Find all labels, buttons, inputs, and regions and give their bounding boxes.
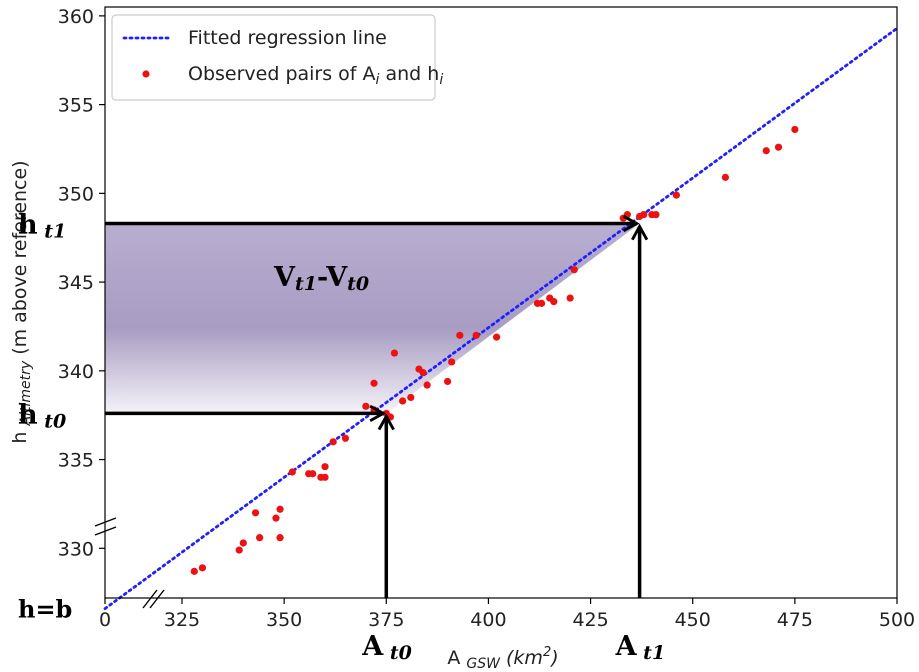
x-break-mark [149,589,165,609]
y-break-mark [94,526,117,536]
y-tick-label: 340 [58,361,94,383]
data-point [472,331,480,339]
data-point [791,125,799,134]
data-point [362,402,370,410]
data-point [256,534,264,542]
legend: Fitted regression line Observed pairs of … [111,14,443,101]
legend-label-observed: Observed pairs of Ai and hi [188,63,443,88]
label-volume: Vt1-Vt0 [273,262,369,295]
data-point [370,379,378,387]
plot-frame [104,6,898,599]
data-point [407,393,415,402]
data-point [276,534,284,542]
data-point [341,434,350,442]
data-point [774,143,783,151]
regression-line-layer [103,26,899,611]
annotation-arrows [105,224,640,598]
x-tick-label: 350 [266,609,302,631]
axis-break-marks [94,517,165,609]
data-point [390,349,399,357]
data-point [419,369,427,377]
y-tick-label: 360 [58,6,94,28]
label-A-t0: A t0 [361,631,412,664]
data-point [288,468,296,476]
label-h-t0: h t0 [18,399,66,432]
x-tick-label: 450 [675,609,711,631]
data-point [566,294,574,302]
y-tick-label: 330 [58,538,94,560]
annotation-labels: h t1 h t0 h=b A t0 A t1 Vt1-Vt0 [18,210,665,664]
volume-area [105,223,640,414]
data-point [721,173,730,181]
data-point [321,473,329,481]
data-point [321,463,329,471]
data-point [762,147,770,155]
legend-label-regression: Fitted regression line [188,27,387,49]
data-point [623,211,631,219]
y-axis-ticks: 330 335 340 345 350 355 360 [58,6,105,560]
y-tick-label: 350 [58,183,94,205]
legend-box [111,14,436,101]
data-point [493,333,501,341]
x-axis-label: A GSW (km2) [447,645,558,672]
data-point [550,298,558,306]
data-point [423,381,431,389]
data-point [537,299,546,307]
label-h-t1: h t1 [18,210,66,243]
data-point [329,438,337,446]
label-A-t1: A t1 [615,631,666,664]
data-point [456,331,464,339]
data-point [251,509,260,517]
y-tick-label: 335 [58,450,94,472]
data-point [309,470,317,478]
data-point [672,191,680,199]
y-axis-label: h Altimetry (m above reference) [9,160,34,443]
data-point [239,539,247,547]
x-tick-label: 475 [777,609,813,631]
x-tick-label: 375 [368,609,404,631]
x-tick-label: 400 [470,609,506,631]
y-break-mark [94,517,117,527]
data-point [443,377,452,386]
data-point [399,397,407,405]
data-point [276,505,284,513]
data-point [198,564,207,572]
x-break-mark [142,589,158,609]
volume-region [105,223,640,414]
data-point [235,546,243,554]
x-tick-label: 325 [164,609,200,631]
data-point [272,514,280,522]
y-tick-label: 355 [58,95,94,117]
data-point [652,211,660,219]
label-h-b: h=b [18,595,72,624]
data-point [190,567,198,575]
data-point [570,266,578,274]
x-tick-label: 500 [879,609,915,631]
x-axis-ticks: 0 325 350 375 400 425 450 475 500 [99,598,915,631]
regression-line [103,26,899,611]
legend-dot-swatch [142,70,150,78]
y-tick-label: 345 [58,272,94,294]
x-tick-label: 425 [572,609,608,631]
data-point [640,211,648,219]
x-tick-label: 0 [99,609,111,631]
data-point [448,358,456,366]
